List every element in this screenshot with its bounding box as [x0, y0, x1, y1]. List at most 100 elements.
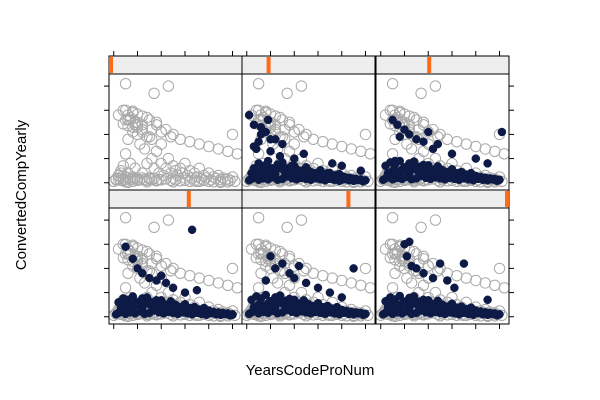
imputed-point [266, 147, 275, 156]
observed-point [203, 274, 215, 287]
observed-point [429, 80, 442, 92]
observed-point [417, 279, 430, 291]
observed-point [222, 176, 234, 188]
imputed-point [337, 293, 347, 302]
observed-point [386, 78, 399, 90]
imputed-point [337, 161, 347, 171]
observed-point [307, 267, 319, 279]
strip-indicator [346, 191, 351, 207]
observed-point [386, 212, 399, 224]
observed-point [136, 119, 149, 131]
panel-imp-2 [375, 55, 510, 191]
panels-layer [108, 55, 510, 325]
observed-point [174, 267, 187, 279]
imputed-point [301, 278, 311, 288]
observed-point [498, 282, 509, 294]
imputed-point [161, 278, 171, 288]
observed-point [359, 128, 372, 141]
imputed-point [325, 288, 335, 297]
observed-point [252, 212, 265, 224]
observed-point [207, 176, 220, 188]
observed-point [355, 279, 367, 291]
observed-point [191, 175, 203, 188]
observed-point [131, 174, 144, 187]
observed-point [146, 174, 158, 186]
observed-point [167, 176, 179, 188]
observed-point [451, 136, 463, 148]
imputed-point [266, 135, 275, 144]
observed-point [165, 265, 177, 277]
observed-point [122, 267, 134, 279]
imputed-point [187, 225, 197, 235]
observed-point [298, 131, 310, 143]
imputed-point [428, 273, 438, 283]
observed-point [226, 262, 239, 275]
observed-point [345, 277, 357, 289]
observed-point [345, 143, 357, 155]
imputed-point [424, 127, 433, 137]
observed-point [417, 250, 430, 262]
observed-point [252, 78, 265, 90]
observed-point [434, 128, 446, 141]
imputed-point [254, 137, 263, 146]
observed-point [150, 145, 163, 158]
observed-point [386, 282, 399, 294]
imputed-point [356, 166, 366, 175]
observed-point [479, 143, 491, 155]
imputed-point [419, 137, 428, 146]
observed-point [155, 138, 168, 150]
imputed-point [361, 309, 370, 319]
observed-point [451, 270, 463, 282]
imputed-point [447, 149, 457, 159]
panel-points [242, 212, 375, 322]
observed-point [271, 277, 284, 289]
observed-point [415, 87, 427, 100]
observed-point [479, 277, 491, 289]
observed-point [167, 262, 179, 275]
strip-background [241, 189, 376, 209]
imputed-point [407, 261, 416, 271]
observed-point [136, 253, 149, 265]
observed-point [155, 126, 168, 138]
imputed-point [294, 261, 304, 271]
observed-point [281, 87, 293, 100]
observed-point [405, 143, 418, 155]
imputed-point [435, 259, 445, 268]
observed-point [138, 277, 151, 289]
imputed-point [497, 127, 507, 137]
observed-point [131, 242, 144, 254]
observed-point [198, 174, 210, 187]
observed-point [422, 260, 434, 272]
observed-point [417, 145, 430, 158]
imputed-point [157, 271, 166, 280]
observed-point [470, 140, 482, 153]
strip-indicator [109, 57, 113, 73]
imputed-point [138, 269, 147, 278]
imputed-point [390, 156, 400, 166]
observed-point [405, 277, 418, 289]
imputed-point [271, 264, 280, 273]
observed-point [326, 138, 338, 150]
imputed-point [121, 242, 130, 251]
observed-point [441, 133, 453, 146]
observed-point [160, 173, 172, 185]
observed-point [364, 282, 375, 294]
imputed-point [490, 175, 500, 185]
observed-point [460, 138, 472, 150]
imputed-point [361, 176, 370, 185]
observed-point [252, 282, 265, 294]
observed-point [498, 148, 509, 160]
imputed-point [395, 132, 405, 142]
y-axis-label: ConvertedCompYearly [13, 119, 30, 270]
x-axis-label: YearsCodeProNum [246, 362, 375, 379]
observed-point [162, 214, 175, 226]
imputed-point [435, 304, 445, 314]
observed-point [422, 126, 434, 138]
imputed-point [459, 174, 469, 183]
axes-layer [104, 51, 514, 329]
observed-point [355, 145, 367, 158]
observed-point [119, 212, 132, 224]
observed-point [138, 143, 151, 155]
imputed-point [275, 151, 285, 161]
